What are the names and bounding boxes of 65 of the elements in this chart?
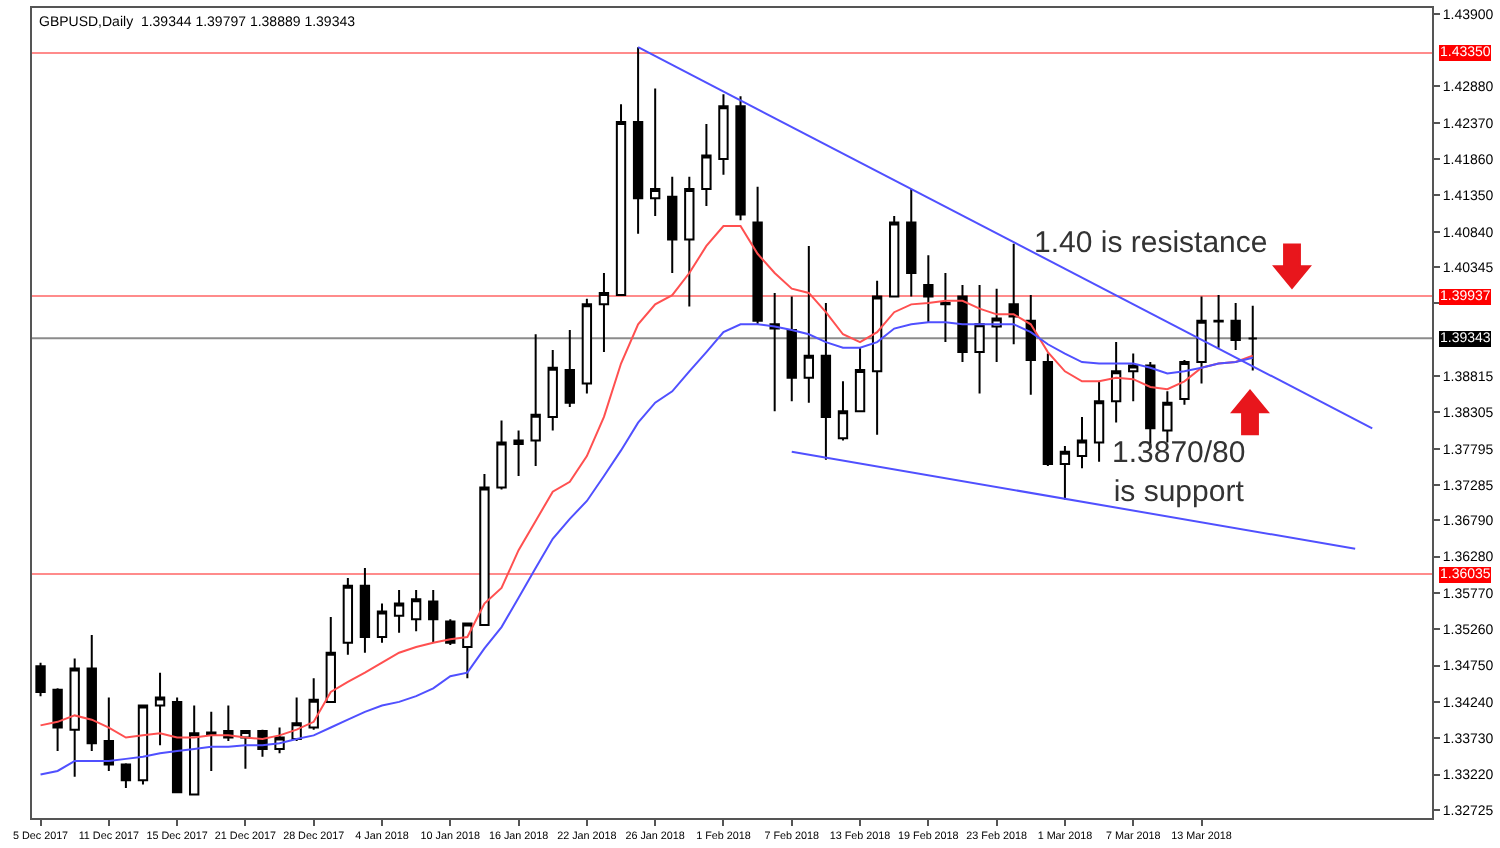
candlestick [769,291,780,413]
candlestick [667,175,678,275]
candlestick [1042,352,1054,468]
candlestick [120,762,132,790]
candlestick [206,710,217,772]
candlestick [462,622,473,680]
candlestick [1076,415,1088,470]
candlestick [86,633,97,753]
candlestick [1162,390,1173,444]
candlestick [803,244,815,404]
candlestick [376,602,388,644]
candlestick [393,589,405,634]
candlestick [547,348,558,432]
candlestick [496,419,507,491]
candlestick [52,687,63,753]
candlestick [957,284,968,364]
candlestick [1059,445,1071,501]
candlestick [598,272,610,354]
candlestick [189,704,200,796]
candlestick [854,346,866,413]
candlestick [752,185,763,326]
candlestick [837,380,849,442]
candlestick [154,671,166,747]
candlestick [923,254,934,324]
candlestick [103,696,115,772]
candlestick [1213,294,1224,349]
candlestick [718,93,729,176]
candlestick [35,661,46,698]
candlestick [240,730,251,770]
candlestick [530,333,541,468]
candlestick [735,95,746,222]
candlestick [479,472,490,626]
candlestick [940,272,951,344]
candlestick [513,429,524,478]
candlestick [171,696,183,794]
candlestick [1110,341,1122,424]
candlestick [906,187,917,298]
candlestick [410,589,422,633]
candlestick [871,279,883,436]
candlestick [308,677,319,731]
candlestick [632,46,644,235]
candlestick [359,566,371,654]
candlestick [889,215,900,298]
candlestick [974,284,985,395]
candlestick [786,295,797,403]
candlestick [581,297,593,395]
candlestick [342,576,354,656]
candlestick [564,329,575,408]
candlestick [649,87,661,218]
candlestick [137,704,149,786]
candlestick [1230,301,1241,351]
candlestick [1128,352,1139,403]
candlestick [701,123,712,208]
candlestick [1247,304,1258,372]
candlestick [1008,242,1019,346]
candlestick [820,301,832,461]
candlestick [1196,295,1207,385]
candlestick [428,589,439,644]
annotation: 1.3870/80 is support [1112,436,1246,509]
candlestick [69,657,80,778]
candlestick [684,175,695,308]
candlestick [1093,380,1105,463]
candlestick [325,616,336,703]
candlestick [615,103,627,297]
annotation: 1.40 is resistance [1034,226,1268,260]
